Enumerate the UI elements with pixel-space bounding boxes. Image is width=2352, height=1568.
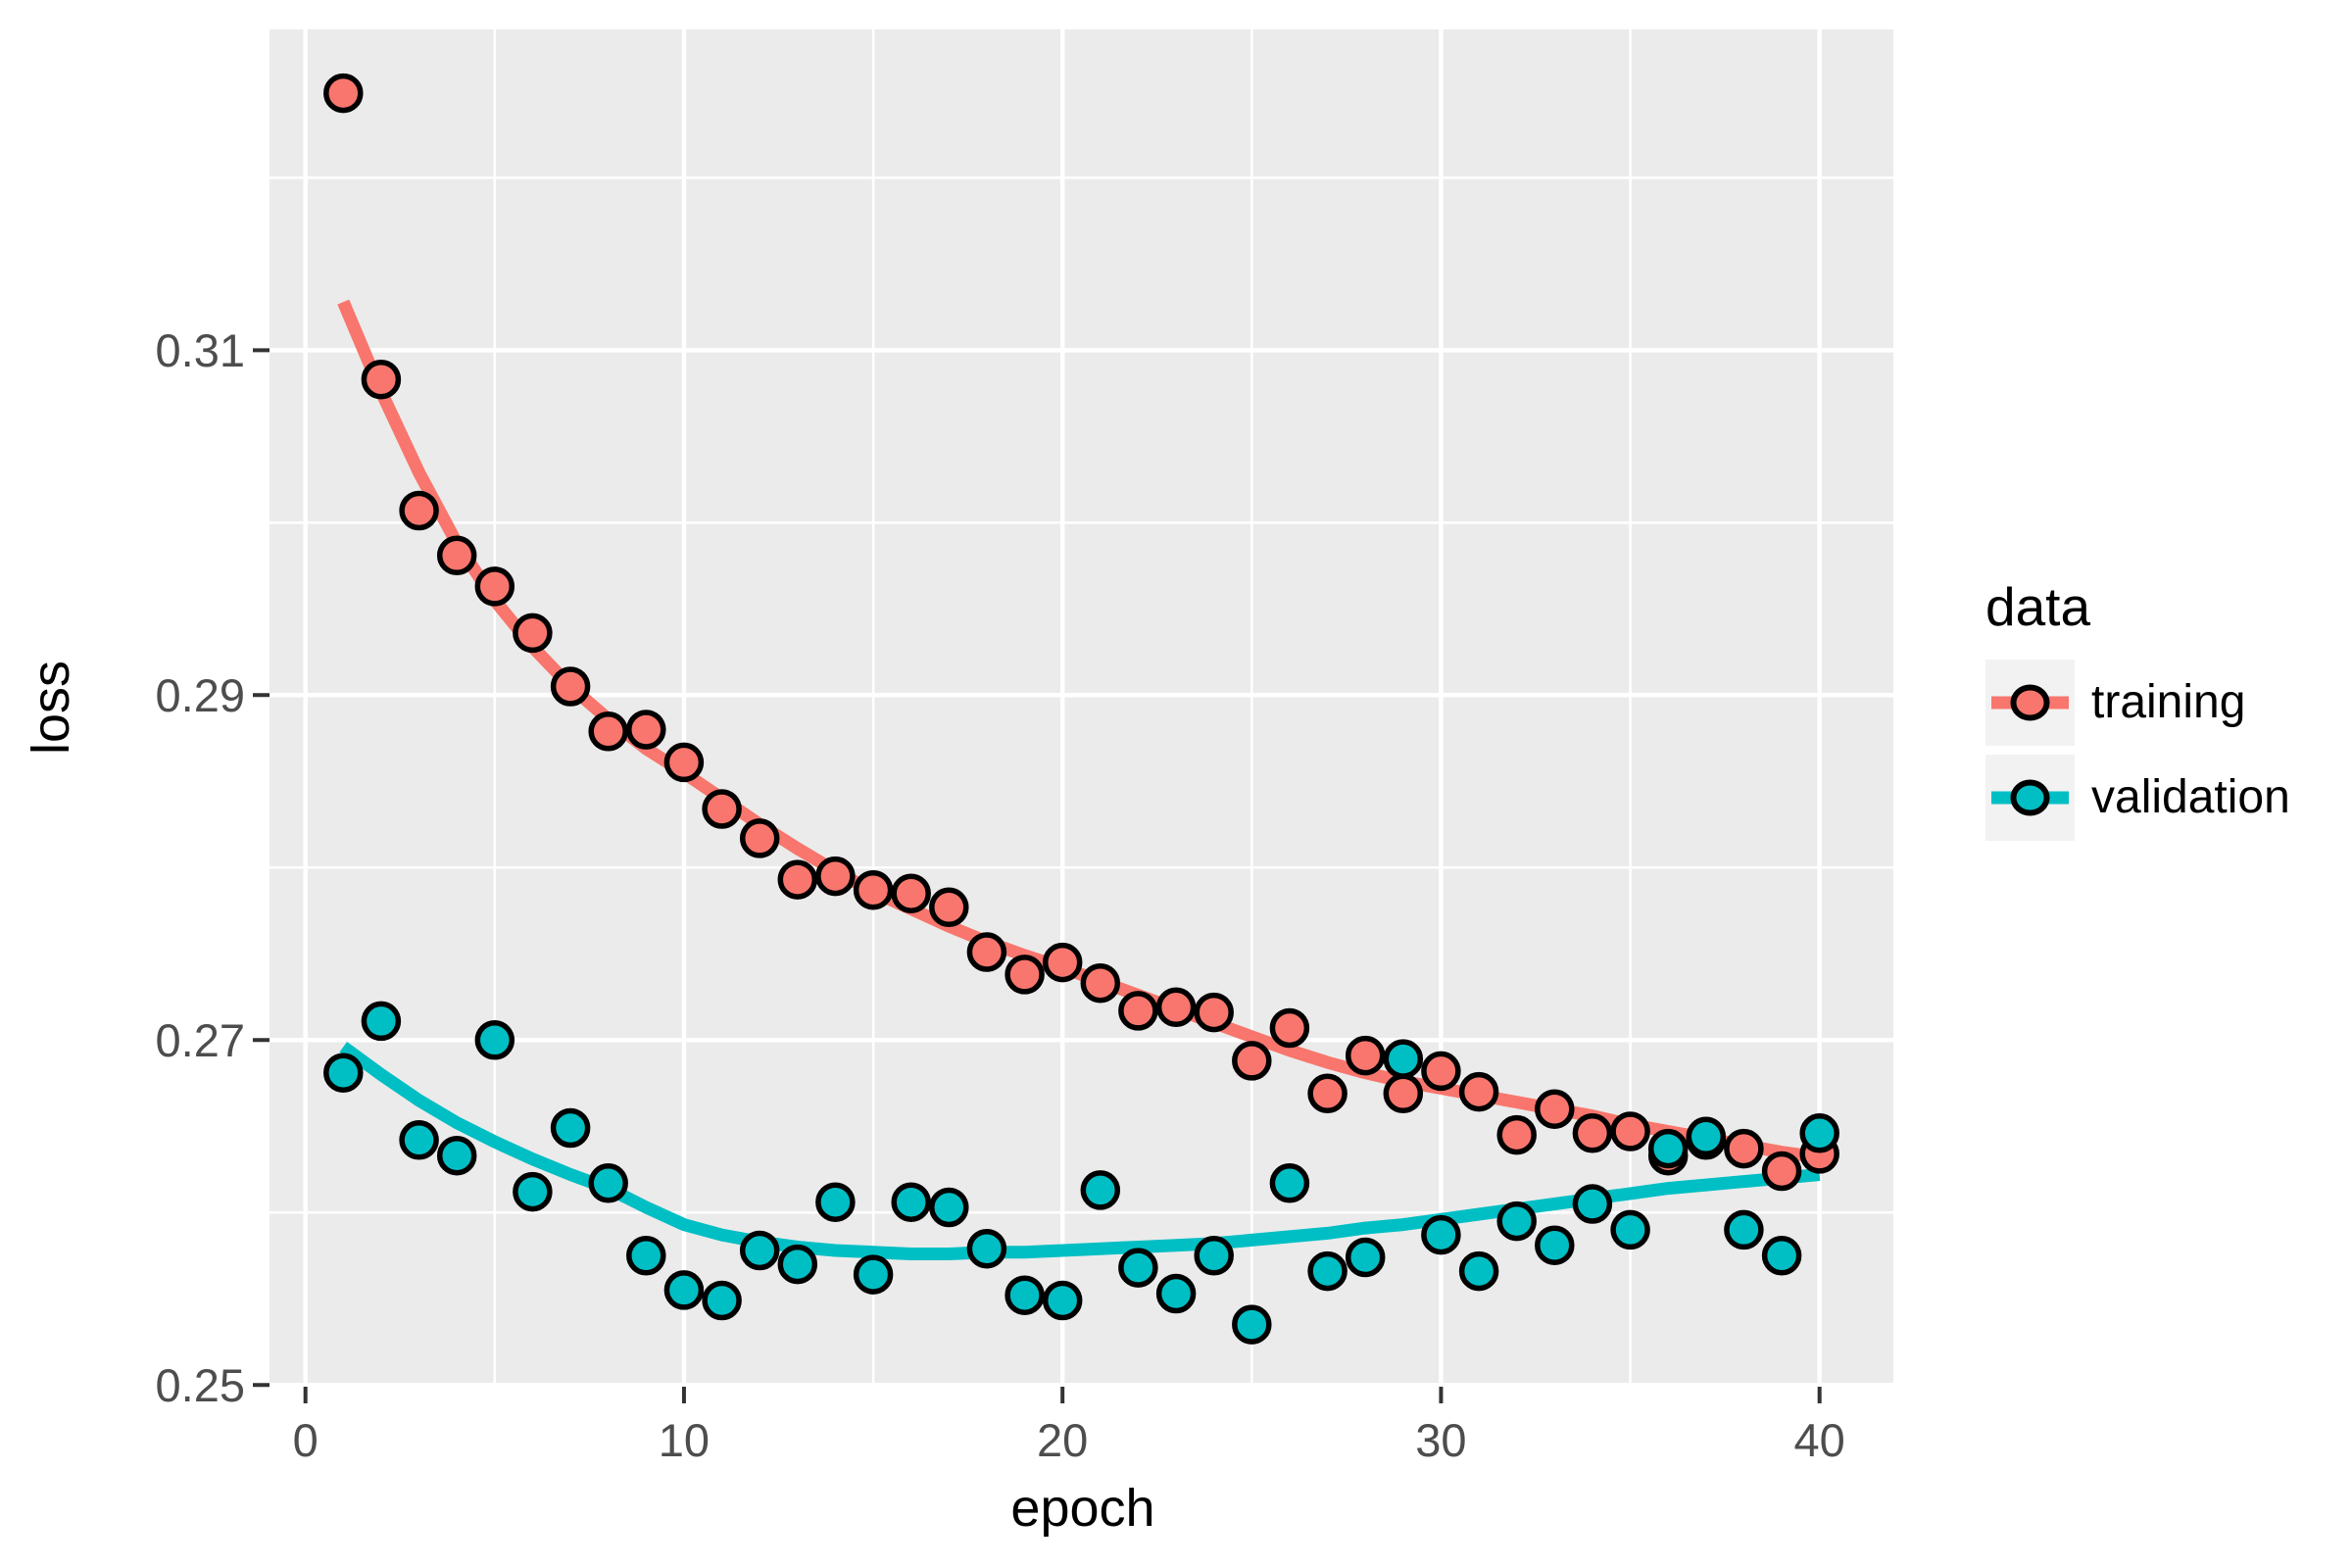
y-tick-label: 0.27 — [155, 1014, 245, 1067]
training-point — [1496, 1114, 1537, 1155]
x-tick-label: 40 — [1793, 1414, 1845, 1466]
training-point — [626, 710, 666, 750]
validation-point — [1496, 1200, 1537, 1242]
validation-point — [1080, 1170, 1121, 1210]
training-point — [1042, 942, 1083, 983]
validation-point — [1686, 1116, 1727, 1157]
validation-point — [1269, 1163, 1310, 1203]
validation-point — [626, 1236, 666, 1276]
training-point — [1307, 1073, 1348, 1114]
validation-point — [399, 1120, 439, 1160]
training-point — [1080, 962, 1121, 1004]
validation-point — [702, 1280, 742, 1321]
training-point — [474, 566, 515, 607]
training-point — [1421, 1051, 1461, 1092]
training-point — [663, 742, 705, 783]
training-point — [815, 856, 856, 897]
validation-point — [929, 1187, 969, 1228]
validation-point — [1610, 1209, 1650, 1250]
validation-point — [513, 1171, 553, 1212]
validation-point — [588, 1163, 628, 1203]
legend: data training validation — [1985, 580, 2348, 850]
training-point — [588, 711, 628, 752]
validation-point — [1458, 1250, 1499, 1292]
training-point — [1194, 992, 1234, 1033]
legend-label-training: training — [2091, 676, 2246, 728]
y-tick-label: 0.29 — [155, 669, 245, 722]
training-point — [436, 535, 477, 576]
validation-point — [361, 1001, 402, 1042]
training-point — [1535, 1089, 1575, 1129]
validation-point — [891, 1182, 931, 1222]
training-point — [966, 932, 1007, 972]
training-point — [399, 490, 439, 531]
x-tick-label: 30 — [1415, 1414, 1467, 1466]
validation-point — [323, 1053, 364, 1093]
training-point — [853, 869, 894, 910]
training-point — [777, 859, 818, 900]
validation-point — [436, 1135, 477, 1176]
training-point — [1724, 1128, 1764, 1169]
training-point — [891, 873, 931, 913]
training-point — [513, 612, 553, 654]
training-point — [550, 666, 591, 707]
training-point — [1118, 991, 1158, 1031]
legend-item-validation: validation — [1985, 755, 2348, 841]
y-axis-title: loss — [22, 660, 80, 756]
validation-point — [777, 1244, 818, 1285]
validation-point — [1042, 1280, 1083, 1321]
validation-point — [815, 1182, 856, 1222]
training-point — [1004, 955, 1045, 995]
validation-point — [1194, 1236, 1234, 1276]
validation-point — [1383, 1039, 1424, 1079]
x-tick-label: 20 — [1037, 1414, 1089, 1466]
x-tick-label: 10 — [658, 1414, 710, 1466]
validation-point — [663, 1270, 705, 1310]
training-point — [1232, 1041, 1272, 1081]
validation-point — [966, 1228, 1007, 1269]
training-point — [323, 73, 364, 114]
validation-point — [1799, 1113, 1839, 1153]
validation-point — [1307, 1250, 1348, 1292]
validation-point — [853, 1254, 894, 1295]
y-tick-label: 0.25 — [155, 1359, 245, 1412]
panel-background — [270, 29, 1893, 1387]
training-key-glyph-icon — [1985, 660, 2075, 746]
validation-point — [1535, 1225, 1575, 1265]
training-point — [929, 887, 969, 928]
validation-point — [474, 1020, 515, 1060]
validation-point — [739, 1230, 780, 1271]
validation-point — [1421, 1214, 1461, 1255]
validation-point — [1004, 1275, 1045, 1315]
validation-point — [1761, 1236, 1802, 1276]
validation-point — [1572, 1184, 1613, 1224]
legend-title: data — [1985, 576, 2091, 637]
training-point — [1383, 1073, 1424, 1114]
training-point — [1269, 1007, 1310, 1049]
validation-point — [1232, 1304, 1272, 1345]
x-tick-label: 0 — [292, 1414, 318, 1466]
training-point — [1610, 1111, 1650, 1152]
validation-point — [1647, 1128, 1689, 1169]
validation-point — [1345, 1237, 1386, 1278]
y-tick-label: 0.31 — [155, 324, 245, 377]
training-point — [1155, 987, 1197, 1028]
training-point — [1345, 1035, 1386, 1076]
training-point — [361, 359, 402, 400]
validation-point — [1118, 1248, 1158, 1288]
validation-point — [1724, 1209, 1764, 1250]
training-point — [1761, 1151, 1802, 1192]
training-point — [1458, 1071, 1499, 1112]
legend-item-training: training — [1985, 660, 2348, 746]
training-point — [1572, 1113, 1613, 1153]
validation-key-glyph-icon — [1985, 755, 2075, 841]
training-point — [739, 818, 780, 858]
validation-point — [550, 1107, 591, 1149]
training-point — [702, 789, 742, 829]
x-axis-title: epoch — [1010, 1479, 1155, 1538]
legend-label-validation: validation — [2091, 771, 2290, 823]
validation-point — [1155, 1273, 1197, 1314]
